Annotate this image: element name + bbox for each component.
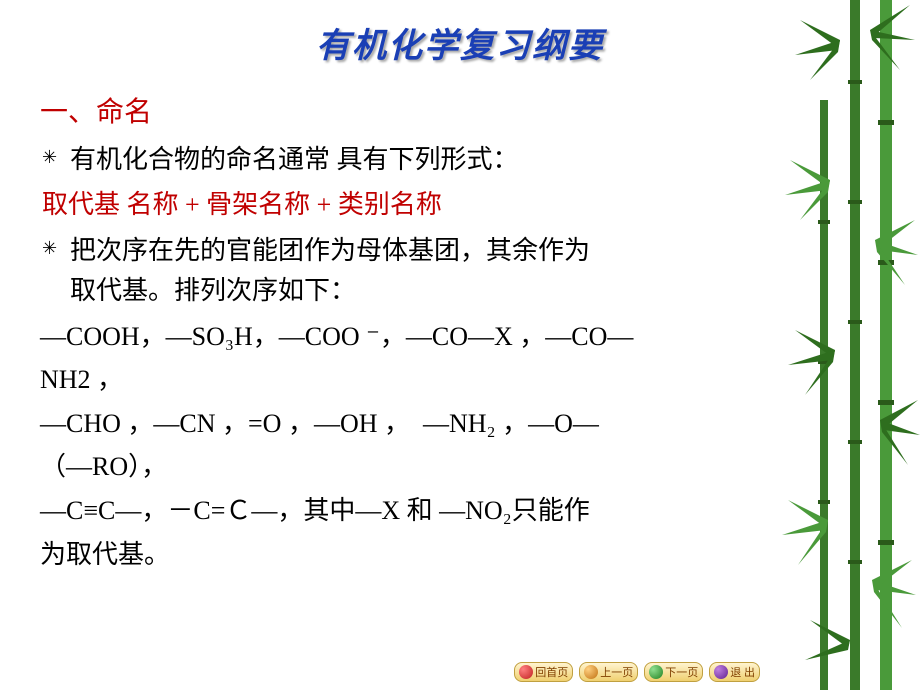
chem-line-2: —CHO ，—CN ，=O ，—OH ， —NH₂ ，—O— bbox=[40, 403, 840, 445]
bullet-2-line2: 取代基。排列次序如下： bbox=[70, 276, 356, 305]
chem-line-1: —COOH，—SO₃H，—COO ⁻，—CO—X ，—CO— bbox=[40, 316, 840, 358]
bullet-1: 有机化合物的命名通常 具有下列形式： bbox=[40, 140, 840, 180]
chem-line-3: —C≡C—，－C=Ｃ—，其中—X 和 —NO₂只能作 bbox=[40, 490, 840, 532]
exit-icon bbox=[714, 665, 728, 679]
chem-2b: （—RO）， bbox=[40, 452, 167, 481]
nav-bar: 回首页 上一页 下一页 退 出 bbox=[514, 662, 760, 682]
chem-2a: —CHO ，—CN ，=O ，—OH ， —NH₂ ，—O— bbox=[40, 409, 599, 438]
home-icon bbox=[519, 665, 533, 679]
chem-line-2-cont: （—RO）， bbox=[40, 446, 840, 488]
exit-button[interactable]: 退 出 bbox=[709, 662, 760, 682]
chem-1b: NH2 ， bbox=[40, 365, 123, 394]
slide: 有机化学复习纲要 一、命名 有机化合物的命名通常 具有下列形式： 取代基 名称 … bbox=[0, 0, 920, 690]
formula-pattern: 取代基 名称 + 骨架名称 + 类别名称 bbox=[40, 185, 840, 225]
bullet-2-line1: 把次序在先的官能团作为母体基团，其余作为 bbox=[70, 236, 590, 265]
prev-icon bbox=[584, 665, 598, 679]
slide-title: 有机化学复习纲要 bbox=[40, 18, 880, 67]
next-button[interactable]: 下一页 bbox=[644, 662, 703, 682]
bullet-1-text: 有机化合物的命名通常 具有下列形式： bbox=[70, 145, 519, 174]
chem-3b: 为取代基。 bbox=[40, 540, 170, 569]
exit-label: 退 出 bbox=[730, 664, 755, 680]
content-area: 一、命名 有机化合物的命名通常 具有下列形式： 取代基 名称 + 骨架名称 + … bbox=[40, 91, 840, 575]
chem-line-1-cont: NH2 ， bbox=[40, 359, 840, 401]
next-label: 下一页 bbox=[665, 664, 698, 680]
next-icon bbox=[649, 665, 663, 679]
chem-3a: —C≡C—，－C=Ｃ—，其中—X 和 —NO₂只能作 bbox=[40, 496, 590, 525]
section-heading: 一、命名 bbox=[40, 91, 840, 134]
chem-line-3-cont: 为取代基。 bbox=[40, 534, 840, 576]
home-label: 回首页 bbox=[535, 664, 568, 680]
chem-1a: —COOH，—SO₃H，—COO ⁻，—CO—X ，—CO— bbox=[40, 322, 633, 351]
bullet-2: 把次序在先的官能团作为母体基团，其余作为 取代基。排列次序如下： bbox=[40, 231, 840, 312]
prev-button[interactable]: 上一页 bbox=[579, 662, 638, 682]
prev-label: 上一页 bbox=[600, 664, 633, 680]
home-button[interactable]: 回首页 bbox=[514, 662, 573, 682]
